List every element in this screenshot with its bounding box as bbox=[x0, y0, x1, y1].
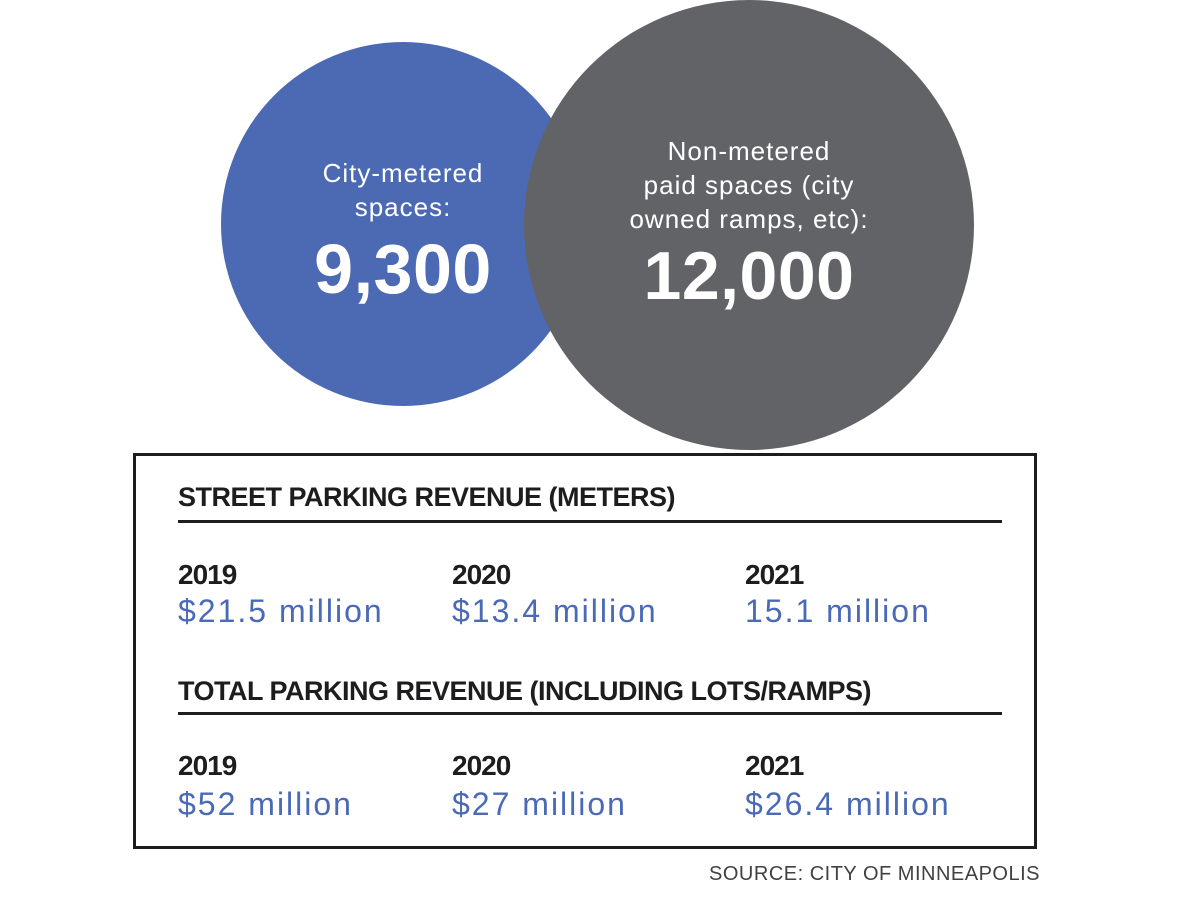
bubble-label-line: owned ramps, etc): bbox=[629, 204, 869, 234]
revenue-value: $52 million bbox=[178, 786, 353, 822]
bubble-label-line: spaces: bbox=[354, 192, 452, 222]
revenue-value: $26.4 million bbox=[745, 786, 951, 822]
bubble-non-metered-value: 12,000 bbox=[643, 238, 855, 314]
section-rule bbox=[178, 712, 1002, 715]
revenue-value: $27 million bbox=[452, 786, 627, 822]
revenue-value: $21.5 million bbox=[178, 593, 384, 629]
revenue-value: 15.1 million bbox=[745, 593, 931, 629]
section-title-total-parking-revenue: TOTAL PARKING REVENUE (INCLUDING LOTS/RA… bbox=[178, 676, 872, 706]
revenue-value-row: $21.5 million $13.4 million 15.1 million bbox=[178, 592, 1014, 630]
bubble-city-metered-label: City-metered spaces: bbox=[221, 156, 585, 224]
bubble-city-metered-value: 9,300 bbox=[314, 230, 492, 308]
source-attribution: SOURCE: CITY OF MINNEAPOLIS bbox=[709, 863, 1040, 885]
year-header-row: 2019 2020 2021 bbox=[178, 749, 1014, 783]
revenue-value-row: $52 million $27 million $26.4 million bbox=[178, 785, 1014, 823]
revenue-value: $13.4 million bbox=[452, 593, 658, 629]
year-label: 2021 bbox=[745, 559, 804, 590]
year-header-row: 2019 2020 2021 bbox=[178, 558, 1014, 592]
section-title-street-parking-revenue: STREET PARKING REVENUE (METERS) bbox=[178, 482, 676, 512]
year-label: 2019 bbox=[178, 559, 237, 590]
year-label: 2020 bbox=[452, 559, 511, 590]
year-label: 2020 bbox=[452, 750, 511, 781]
bubble-label-line: Non-metered bbox=[667, 136, 831, 166]
bubble-label-line: City-metered bbox=[322, 158, 484, 188]
year-label: 2019 bbox=[178, 750, 237, 781]
bubble-label-line: paid spaces (city bbox=[643, 170, 855, 200]
bubble-non-metered-label: Non-metered paid spaces (city owned ramp… bbox=[524, 134, 974, 236]
year-label: 2021 bbox=[745, 750, 804, 781]
section-rule bbox=[178, 520, 1002, 523]
bubble-non-metered-spaces: Non-metered paid spaces (city owned ramp… bbox=[524, 0, 974, 450]
revenue-box: STREET PARKING REVENUE (METERS) 2019 202… bbox=[133, 453, 1037, 849]
